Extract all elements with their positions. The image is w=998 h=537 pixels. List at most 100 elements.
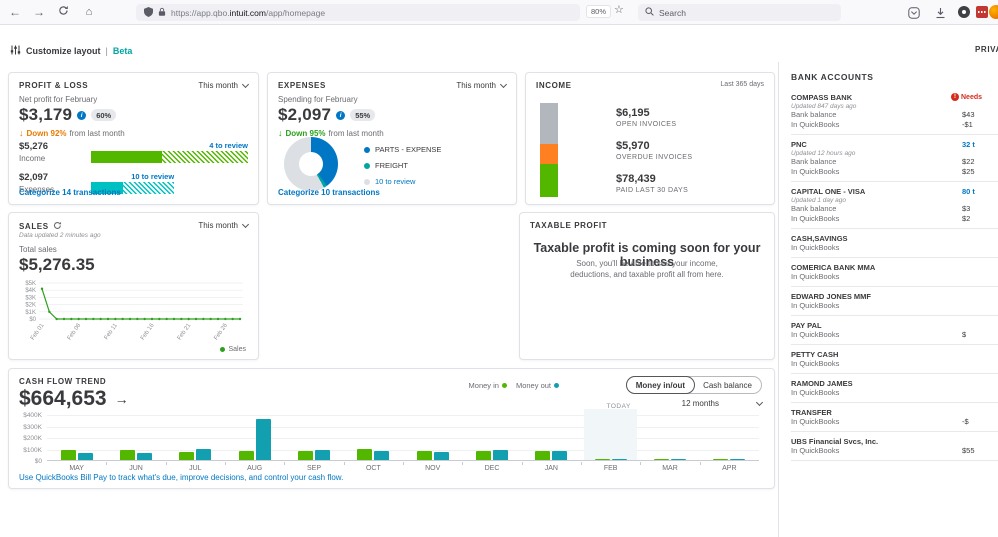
reload-icon[interactable] (54, 4, 72, 20)
income-review-link[interactable]: 4 to review (209, 141, 248, 150)
customize-layout-label[interactable]: Customize layout (26, 46, 101, 56)
privacy-toggle[interactable]: PRIVA (975, 45, 998, 54)
toggle-cash-balance[interactable]: Cash balance (703, 380, 752, 390)
cashflow-range-dropdown[interactable]: 12 months (682, 398, 764, 408)
money-out-bar[interactable] (77, 453, 93, 460)
income-progress-bar[interactable] (91, 151, 248, 163)
customize-layout-control[interactable]: Customize layout | Beta (10, 42, 132, 60)
header-separator: | (105, 46, 108, 56)
download-icon[interactable] (935, 6, 946, 24)
bank-account-item[interactable]: UBS Financial Svcs, Inc. In QuickBooks $55 (791, 432, 998, 461)
income-item-amount: $6,195 (616, 107, 650, 119)
money-in-bar[interactable] (476, 451, 491, 460)
expenses-donut[interactable] (284, 137, 338, 191)
money-out-bar[interactable] (552, 451, 568, 460)
bank-account-item[interactable]: CAPITAL ONE - VISA 80 t Updated 1 day ago B… (791, 182, 998, 229)
sales-title: SALES (19, 222, 49, 231)
sales-title-row: SALES (19, 221, 62, 232)
money-out-dot (554, 383, 559, 388)
money-out-bar[interactable] (137, 452, 152, 460)
taxable-profit-heading: Taxable profit is coming soon for your b… (533, 241, 761, 269)
bookmark-star-icon[interactable]: ☆ (614, 4, 624, 16)
billpay-link[interactable]: Use QuickBooks Bill Pay to track what's … (19, 473, 344, 482)
money-out-bar[interactable] (433, 451, 449, 460)
money-out-bar[interactable] (196, 449, 212, 460)
extension-icon[interactable] (958, 6, 970, 18)
x-axis-label: NOV (425, 465, 441, 472)
categorize-transactions-link[interactable]: Categorize 14 transactions (19, 188, 121, 197)
x-axis-label: APR (722, 465, 737, 472)
bank-account-item[interactable]: COMPASS BANK! Needs Updated 847 days ago Ba… (791, 88, 998, 135)
bank-account-item[interactable]: PETTY CASH In QuickBooks (791, 345, 998, 374)
money-in-bar[interactable] (357, 449, 373, 460)
pocket-icon[interactable] (908, 6, 920, 24)
categorize-transactions-link[interactable]: Categorize 10 transactions (278, 188, 380, 197)
bank-account-row: In QuickBooks (791, 301, 998, 311)
money-in-bar[interactable] (298, 450, 313, 460)
money-in-bar[interactable] (535, 450, 551, 460)
income-item: $5,970 OVERDUE INVOICES (616, 140, 692, 161)
transactions-review-link[interactable]: 80 t (962, 187, 975, 196)
money-out-bar[interactable] (671, 459, 686, 460)
money-out-bar[interactable] (374, 451, 390, 460)
cashflow-plot[interactable] (47, 409, 759, 461)
back-icon[interactable]: ← (9, 5, 21, 19)
bank-account-item[interactable]: COMERICA BANK MMA In QuickBooks (791, 258, 998, 287)
expenses-period-dropdown[interactable]: This month (456, 80, 508, 90)
money-out-bar[interactable] (315, 449, 330, 460)
right-arrow-icon[interactable]: → (114, 391, 129, 407)
sales-period-dropdown[interactable]: This month (198, 220, 250, 230)
donut-legend-link[interactable]: 10 to review (364, 177, 441, 186)
money-in-bar[interactable] (238, 450, 254, 460)
bank-account-item[interactable]: PNC 32 t Updated 12 hours ago Bank balance $… (791, 135, 998, 182)
transactions-review-link[interactable]: 32 t (962, 140, 975, 149)
home-icon[interactable]: ⌂ (85, 6, 93, 18)
expenses-review-link[interactable]: 10 to review (131, 172, 175, 181)
money-out-bar[interactable] (611, 458, 627, 460)
bank-account-item[interactable]: RAMOND JAMES In QuickBooks (791, 374, 998, 403)
bank-account-row-label: In QuickBooks (791, 446, 840, 455)
profit-loss-period-dropdown[interactable]: This month (198, 80, 250, 90)
money-in-bar[interactable] (179, 451, 195, 460)
info-icon[interactable]: i (77, 110, 87, 120)
money-in-bar[interactable] (120, 450, 135, 460)
money-in-bar[interactable] (594, 459, 610, 460)
shield-icon[interactable] (144, 4, 153, 22)
browser-search-input[interactable]: Search (638, 4, 841, 21)
toggle-money-inout[interactable]: Money in/out (625, 376, 696, 394)
money-out-bar[interactable] (730, 459, 746, 460)
forward-icon[interactable]: → (33, 5, 45, 19)
money-in-bar[interactable] (416, 450, 432, 460)
bank-account-item[interactable]: TRANSFER In QuickBooks -$ (791, 403, 998, 432)
bank-account-row: Bank balance $43 (791, 110, 998, 120)
bank-account-name: EDWARD JONES MMF (791, 292, 872, 301)
income-stack-segment (540, 103, 558, 145)
profit-loss-subtitle: Net profit for February (19, 95, 98, 104)
zoom-level-badge[interactable]: 80% (586, 5, 612, 18)
bank-account-row: In QuickBooks $55 (791, 446, 998, 456)
sales-updated-note: Data updated 2 minutes ago (19, 232, 101, 239)
pl-expenses-solid (91, 182, 123, 194)
refresh-icon[interactable] (53, 221, 62, 232)
lock-icon[interactable] (158, 4, 166, 22)
money-out-bar[interactable] (255, 418, 271, 460)
spending-badge: 55% (350, 109, 376, 121)
bank-account-item[interactable]: EDWARD JONES MMF In QuickBooks (791, 287, 998, 316)
profile-avatar[interactable] (989, 5, 998, 19)
expenses-progress-bar[interactable] (91, 182, 175, 194)
bank-account-item[interactable]: PAY PAL In QuickBooks $ (791, 316, 998, 345)
money-out-bar[interactable] (493, 449, 508, 460)
bank-account-name: TRANSFER (791, 408, 832, 417)
money-in-bar[interactable] (713, 459, 729, 460)
profit-delta: Down 92% (26, 128, 67, 138)
needs-attention-badge[interactable]: ! Needs (951, 93, 982, 101)
money-in-bar[interactable] (60, 450, 76, 460)
bank-account-item[interactable]: CASH,SAVINGS In QuickBooks (791, 229, 998, 258)
money-in-bar[interactable] (654, 459, 669, 460)
income-stack[interactable] (540, 103, 558, 197)
url-bar[interactable]: https://app.qbo.intuit.com/app/homepage (136, 4, 580, 21)
extension-red-icon[interactable] (976, 6, 988, 18)
info-icon[interactable]: i (336, 110, 346, 120)
expenses-delta-suffix: from last month (328, 128, 384, 138)
